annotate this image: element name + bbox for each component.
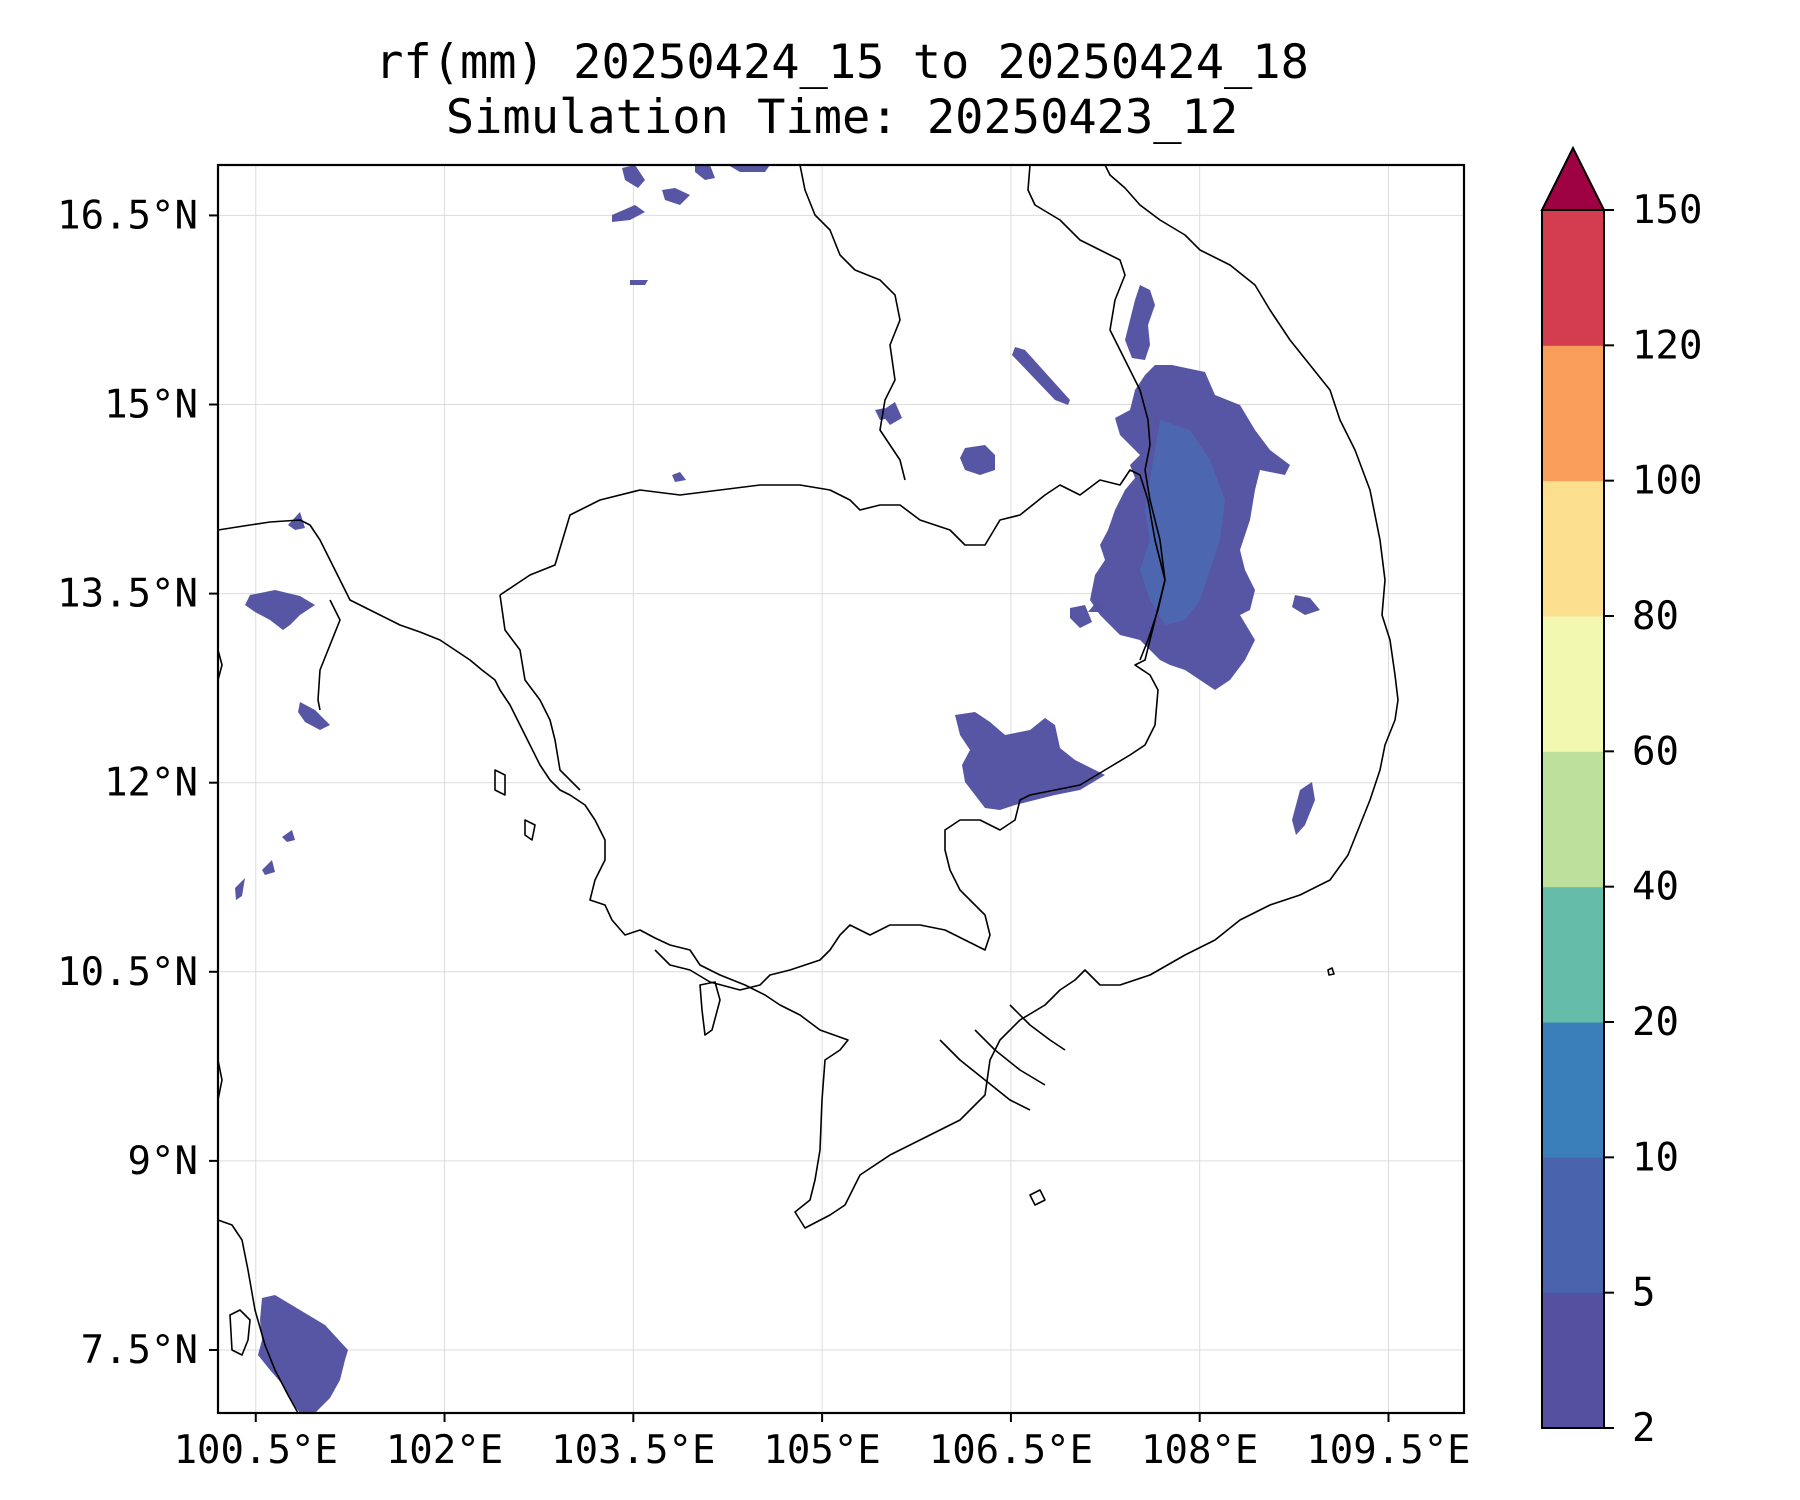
- phu-quoc-island: [699, 981, 721, 1036]
- colorbar-label: 100: [1632, 459, 1702, 504]
- colorbar-block: [1542, 345, 1604, 482]
- colorbar-label: 60: [1632, 729, 1679, 774]
- map-frame: [216, 163, 1466, 1415]
- colorbar-block: [1542, 210, 1604, 346]
- rain-area-mid-1: [672, 472, 686, 482]
- rain-area-coast-east: [1292, 595, 1320, 615]
- x-axis: 100.5°E 102°E 103.5°E 105°E 106.5°E 108°E 109.…: [174, 1413, 1471, 1473]
- southern-island-coast: [229, 1309, 251, 1356]
- y-tick-label: 13.5°N: [57, 572, 198, 617]
- cambodia-west-border: [499, 594, 581, 791]
- mekong-delta-channels: [939, 1039, 1031, 1111]
- map-panel: 100.5°E 102°E 103.5°E 105°E 106.5°E 108°E 109.…: [57, 163, 1471, 1473]
- colorbar-blocks: [1541, 209, 1605, 1429]
- colorbar: 2 5 10 20 40 60 80 100 120 150: [1540, 145, 1702, 1451]
- colorbar-extend-arrow: [1540, 145, 1606, 211]
- y-tick-label: 7.5°N: [81, 1328, 198, 1373]
- rain-area-south-laos: [960, 445, 995, 475]
- rain-area-east-cambodia: [955, 712, 1105, 810]
- con-dao-island: [1029, 1189, 1046, 1206]
- colorbar-label: 20: [1632, 1000, 1679, 1045]
- coast-offshore-island: [1327, 967, 1335, 976]
- laos-border-west: [799, 164, 906, 481]
- colorbar-label: 150: [1632, 188, 1702, 233]
- colorbar-block: [1542, 1157, 1604, 1294]
- y-tick-label: 15°N: [104, 383, 198, 428]
- small-islands-gulf: [494, 769, 536, 841]
- colorbar-block: [1542, 886, 1604, 1023]
- rain-area-thailand-small: [298, 702, 330, 730]
- laos-border-east: [1027, 164, 1151, 471]
- gulf-southwest-coast: [217, 1059, 223, 1101]
- colorbar-label: 2: [1632, 1406, 1655, 1451]
- colorbar-label: 5: [1632, 1271, 1655, 1316]
- rainfall-areas: [235, 165, 1320, 1413]
- gulf-west-coast: [217, 649, 223, 681]
- rain-area-mid-2: [1070, 605, 1092, 628]
- x-tick-label: 108°E: [1141, 1428, 1258, 1473]
- mekong-delta-channels-2: [974, 1029, 1046, 1086]
- rain-area-mid-3: [1088, 600, 1103, 612]
- colorbar-block: [1542, 616, 1604, 752]
- rain-area-east-thailand: [245, 590, 315, 630]
- colorbar-labels: 2 5 10 20 40 60 80 100 120 150: [1604, 188, 1702, 1451]
- colorbar-block: [1542, 1292, 1604, 1429]
- colorbar-block: [1542, 480, 1604, 617]
- x-tick-label: 105°E: [763, 1428, 880, 1473]
- rain-area-west-3: [235, 878, 245, 900]
- rain-area-west-4: [262, 860, 275, 875]
- x-tick-label: 109.5°E: [1306, 1428, 1470, 1473]
- map-background: [218, 165, 1464, 1413]
- rain-area-north-highlands: [1125, 285, 1155, 360]
- y-tick-label: 12°N: [104, 761, 198, 806]
- rain-area-north-3: [662, 188, 690, 205]
- malay-peninsula-coast: [217, 1219, 299, 1414]
- chart-title: rf(mm) 20250424_15 to 20250424_18: [375, 35, 1309, 90]
- rain-area-north-5: [728, 165, 770, 172]
- y-tick-label: 10.5°N: [57, 950, 198, 995]
- rain-area-coast-south: [1292, 782, 1315, 835]
- vietnam-cambodia-border: [1139, 469, 1166, 661]
- x-tick-label: 102°E: [386, 1428, 503, 1473]
- rain-area-north-4: [695, 165, 715, 180]
- colorbar-label: 80: [1632, 594, 1679, 639]
- mekong-delta-channels-3: [1009, 1004, 1066, 1051]
- cambodia-border: [499, 469, 1166, 991]
- coastlines-borders: [217, 164, 1399, 1414]
- y-axis: 16.5°N 15°N 13.5°N 12°N 10.5°N 9°N 7.5°N: [57, 193, 218, 1373]
- x-tick-label: 103.5°E: [551, 1428, 715, 1473]
- rain-area-north-6: [630, 280, 648, 285]
- rain-area-north-2: [612, 205, 645, 222]
- y-tick-label: 9°N: [128, 1139, 198, 1184]
- chart-subtitle: Simulation Time: 20250423_12: [446, 90, 1238, 145]
- colorbar-label: 40: [1632, 865, 1679, 910]
- colorbar-label: 120: [1632, 323, 1702, 368]
- x-tick-label: 100.5°E: [174, 1428, 338, 1473]
- colorbar-block: [1542, 751, 1604, 888]
- colorbar-block: [1542, 1022, 1604, 1158]
- rain-area-gulf-south: [258, 1295, 348, 1413]
- mainland-coastline: [217, 164, 1399, 1229]
- rain-area-south-laos-small: [880, 402, 902, 425]
- y-tick-label: 16.5°N: [57, 193, 198, 238]
- rain-area-northeast-streak: [1012, 347, 1070, 405]
- rain-area-west-2: [282, 830, 295, 842]
- rain-area-north-1: [622, 165, 645, 188]
- rain-area-central-highlands-inner: [1140, 420, 1225, 625]
- thailand-border: [317, 599, 341, 711]
- x-tick-label: 106.5°E: [929, 1428, 1093, 1473]
- colorbar-label: 10: [1632, 1135, 1679, 1180]
